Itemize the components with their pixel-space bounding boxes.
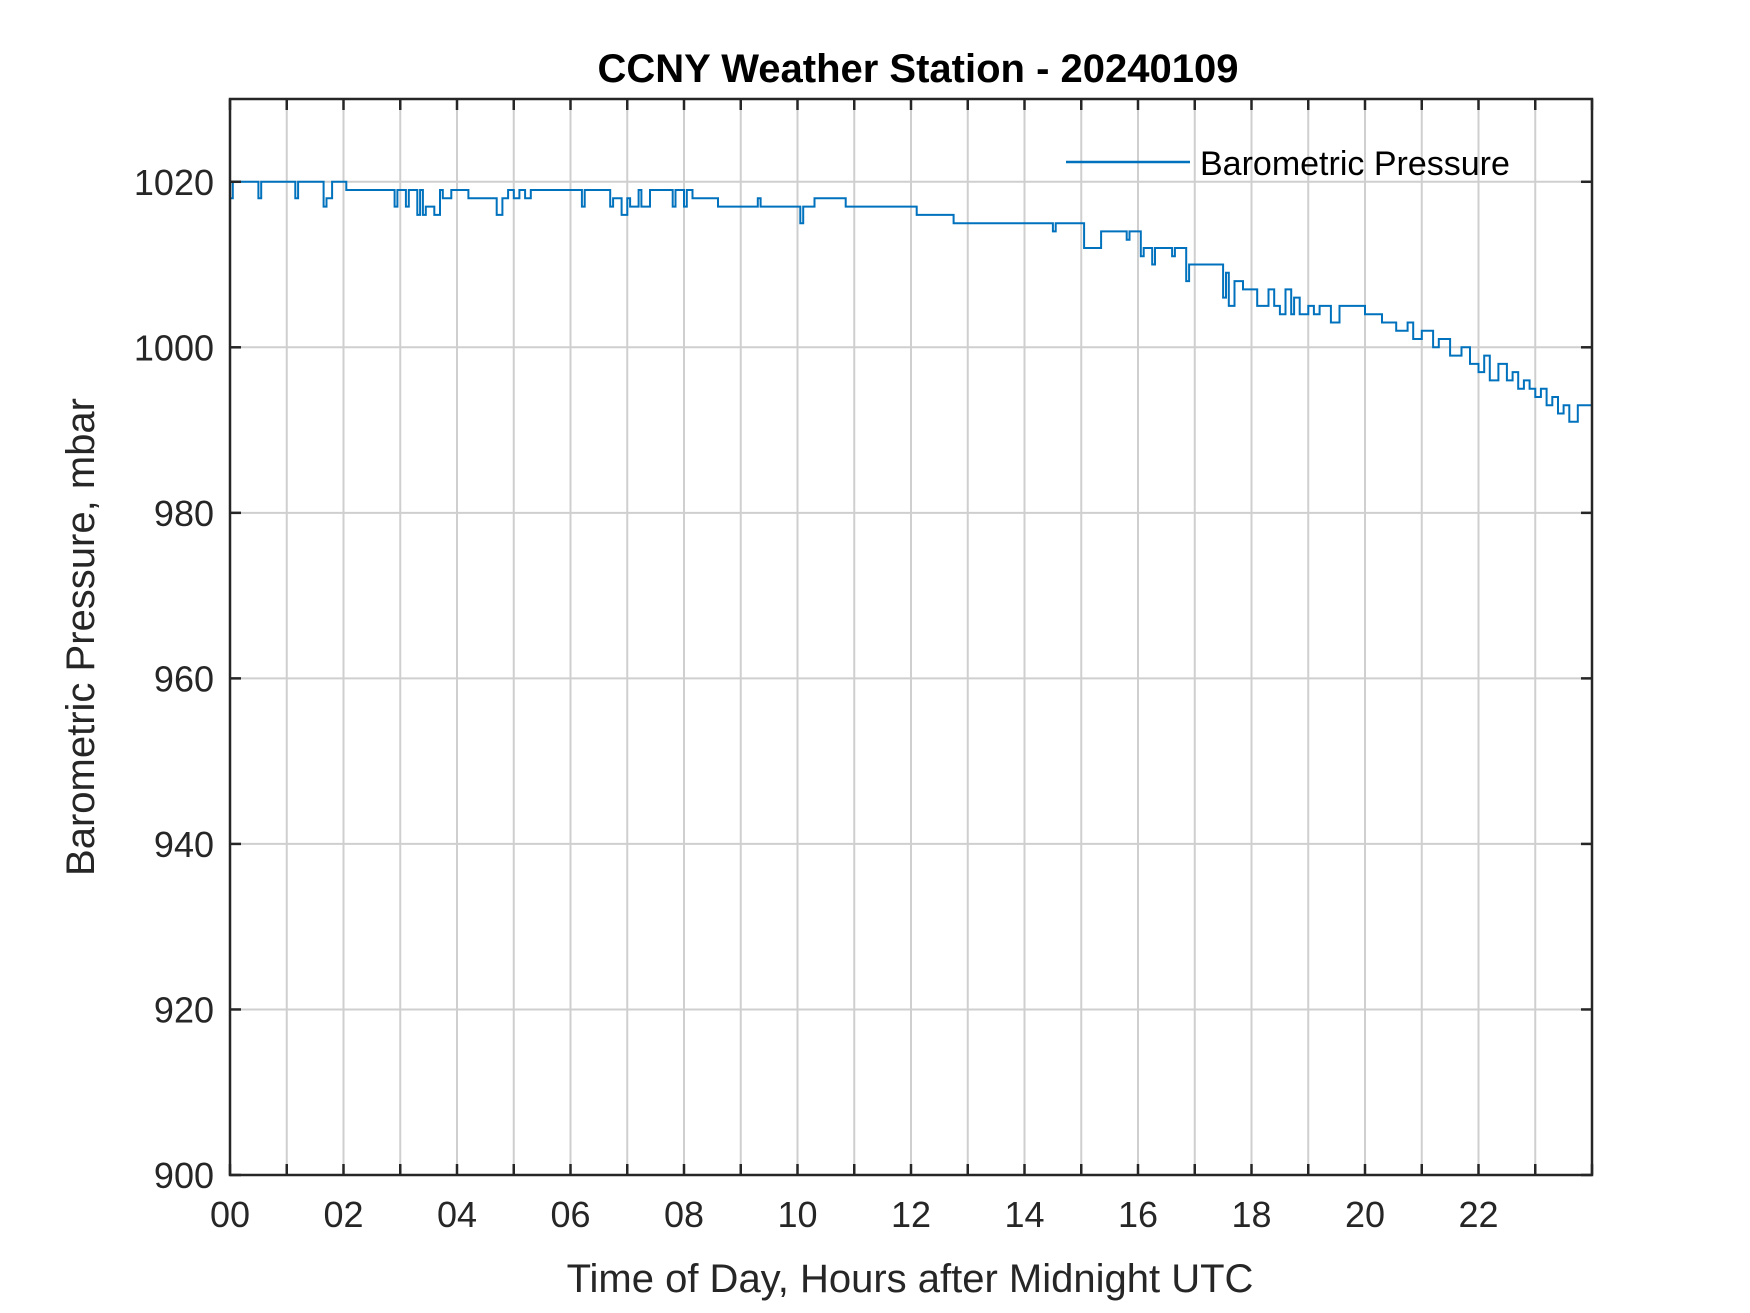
y-axis-label: Barometric Pressure, mbar	[59, 398, 103, 876]
series-line-barometric-pressure	[230, 180, 1593, 423]
x-tick-label: 20	[1345, 1194, 1385, 1235]
y-tick-label: 900	[154, 1155, 214, 1196]
y-tick-label: 1000	[134, 327, 214, 368]
legend: Barometric Pressure	[1066, 145, 1510, 183]
x-tick-label: 10	[777, 1194, 817, 1235]
axis-ticks: 00 02 04 06 08 10 12 14 16 18 20 22 900 920 940 960 980 1…	[134, 99, 1594, 1235]
x-tick-label: 08	[664, 1194, 704, 1235]
x-tick-label: 18	[1231, 1194, 1271, 1235]
x-tick-label: 00	[210, 1194, 250, 1235]
x-tick-label: 22	[1458, 1194, 1498, 1235]
x-tick-label: 02	[323, 1194, 363, 1235]
y-tick-label: 1020	[134, 162, 214, 203]
grid-lines	[230, 99, 1592, 1175]
x-axis-label: Time of Day, Hours after Midnight UTC	[567, 1257, 1254, 1301]
legend-label: Barometric Pressure	[1200, 145, 1510, 183]
y-tick-label: 960	[154, 658, 214, 699]
x-tick-label: 14	[1004, 1194, 1044, 1235]
x-tick-label: 04	[437, 1194, 477, 1235]
y-tick-label: 980	[154, 493, 214, 534]
x-tick-label: 06	[550, 1194, 590, 1235]
x-tick-label: 16	[1118, 1194, 1158, 1235]
x-tick-label: 12	[891, 1194, 931, 1235]
axes-box	[228, 97, 1594, 1177]
y-tick-label: 940	[154, 824, 214, 865]
y-tick-label: 920	[154, 989, 214, 1030]
chart-title: CCNY Weather Station - 20240109	[598, 47, 1239, 91]
